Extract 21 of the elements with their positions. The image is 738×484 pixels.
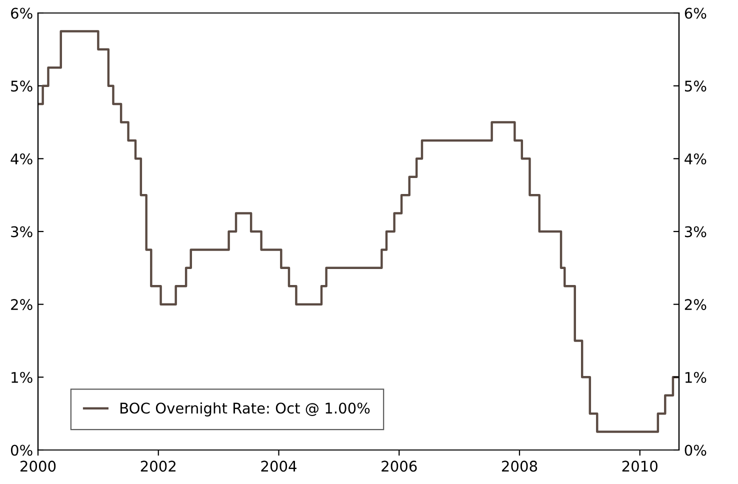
x-tick-label: 2004 xyxy=(261,460,296,472)
y2-tick-label: 3% xyxy=(684,226,706,238)
y2-tick-label: 4% xyxy=(684,153,706,164)
legend-label: BOC Overnight Rate: Oct @ 1.00% xyxy=(120,402,370,416)
y2-tick-label: 6% xyxy=(684,8,706,19)
x-tick-label: 2008 xyxy=(502,460,538,472)
y-tick-label: 1% xyxy=(12,372,32,383)
x-tick-label: 2002 xyxy=(140,460,176,472)
y2-tick-label: 1% xyxy=(685,372,706,383)
y2-tick-label: 2% xyxy=(684,299,706,310)
y-tick-label: 0% xyxy=(10,444,32,456)
y2-tick-label: 0% xyxy=(684,444,706,456)
y2-tick-label: 5% xyxy=(684,80,706,92)
y-tick-label: 2% xyxy=(11,299,32,310)
x-tick-label: 2010 xyxy=(622,460,658,472)
y-tick-label: 3% xyxy=(11,226,32,238)
y-tick-label: 5% xyxy=(11,80,32,92)
y-tick-label: 4% xyxy=(10,153,32,164)
y-tick-label: 6% xyxy=(11,8,32,19)
x-tick-label: 2000 xyxy=(20,460,56,472)
x-tick-label: 2006 xyxy=(382,460,417,472)
